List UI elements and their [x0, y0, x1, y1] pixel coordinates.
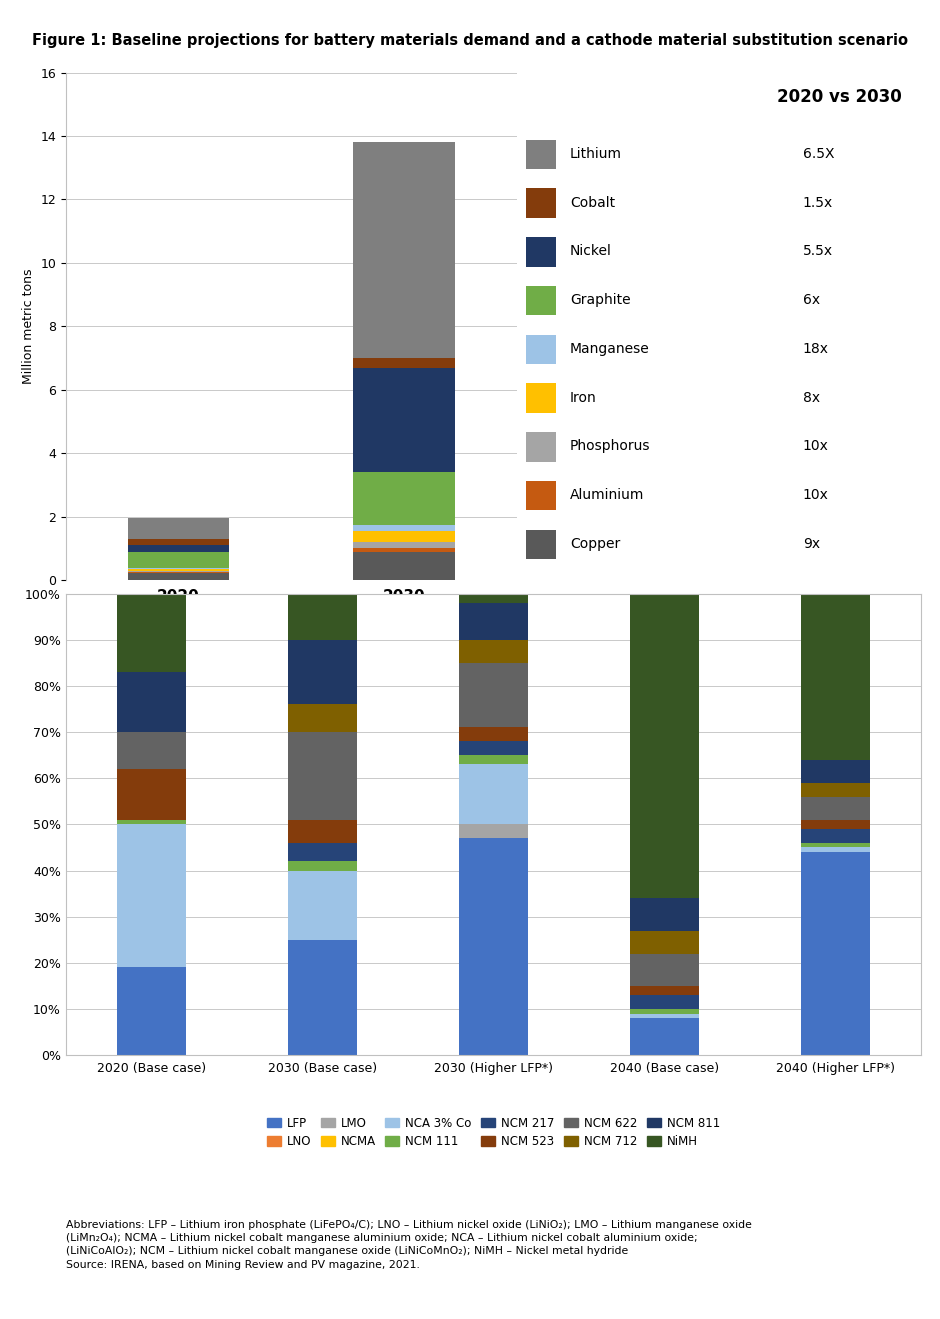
Bar — [460, 594, 527, 603]
Text: 9x: 9x — [803, 537, 820, 551]
Bar — [353, 472, 455, 525]
Text: Aluminium: Aluminium — [570, 488, 644, 503]
Bar — [128, 546, 229, 553]
Bar — [289, 704, 356, 732]
Bar — [802, 760, 870, 782]
Bar — [526, 140, 556, 169]
Bar — [526, 286, 556, 315]
Bar — [526, 189, 556, 218]
Bar — [118, 968, 185, 1055]
Bar — [631, 931, 698, 954]
Bar — [118, 819, 185, 824]
Text: Iron: Iron — [570, 390, 597, 405]
Bar — [802, 848, 870, 852]
Bar — [353, 525, 455, 532]
Bar — [118, 594, 185, 671]
Text: Graphite: Graphite — [570, 293, 631, 307]
Text: Phosphorus: Phosphorus — [570, 439, 650, 454]
Bar — [802, 782, 870, 797]
Bar — [526, 481, 556, 510]
Text: 10x: 10x — [803, 488, 829, 503]
Text: Copper: Copper — [570, 537, 620, 551]
Bar — [289, 861, 356, 871]
Bar — [631, 1018, 698, 1055]
Bar — [631, 594, 698, 898]
Bar — [631, 898, 698, 931]
Bar — [802, 819, 870, 830]
Bar — [118, 824, 185, 968]
Bar — [460, 839, 527, 1055]
Bar — [802, 830, 870, 843]
Text: 10x: 10x — [803, 439, 829, 454]
Bar — [353, 551, 455, 580]
Bar — [631, 987, 698, 995]
Bar — [353, 359, 455, 368]
Bar — [460, 754, 527, 765]
Text: Lithium: Lithium — [570, 146, 622, 161]
Bar — [460, 765, 527, 824]
Text: 6x: 6x — [803, 293, 820, 307]
Bar — [526, 529, 556, 559]
Bar — [802, 852, 870, 1055]
Bar — [460, 741, 527, 754]
Bar — [631, 1013, 698, 1018]
Bar — [631, 954, 698, 987]
Bar — [460, 824, 527, 839]
Bar — [802, 594, 870, 760]
Bar — [353, 542, 455, 547]
Bar — [802, 843, 870, 848]
Bar — [118, 769, 185, 819]
Text: 5.5x: 5.5x — [803, 244, 833, 259]
Bar — [526, 384, 556, 413]
Text: Nickel: Nickel — [570, 244, 612, 259]
Bar — [460, 662, 527, 728]
Bar — [118, 671, 185, 732]
Y-axis label: Million metric tons: Million metric tons — [22, 269, 35, 384]
Text: 1.5x: 1.5x — [803, 195, 833, 210]
Bar — [289, 843, 356, 861]
Bar — [526, 433, 556, 462]
Bar — [353, 368, 455, 472]
Bar — [289, 732, 356, 819]
Bar — [526, 237, 556, 266]
Bar — [289, 640, 356, 704]
Bar — [526, 335, 556, 364]
Bar — [460, 603, 527, 640]
Bar — [118, 732, 185, 769]
Legend: LFP, LNO, LMO, NCMA, NCA 3% Co, NCM 111, NCM 217, NCM 523, NCM 622, NCM 712, NCM: LFP, LNO, LMO, NCMA, NCA 3% Co, NCM 111,… — [267, 1116, 720, 1149]
Bar — [289, 939, 356, 1055]
Bar — [802, 797, 870, 819]
Text: 18x: 18x — [803, 342, 829, 356]
Bar — [353, 532, 455, 542]
Text: 6.5X: 6.5X — [803, 146, 835, 161]
Bar — [128, 570, 229, 571]
Text: 8x: 8x — [803, 390, 820, 405]
Bar — [128, 574, 229, 580]
Bar — [128, 539, 229, 546]
Text: Manganese: Manganese — [570, 342, 650, 356]
Bar — [353, 547, 455, 551]
Bar — [631, 995, 698, 1009]
Text: 2020 vs 2030: 2020 vs 2030 — [776, 88, 901, 106]
Bar — [289, 871, 356, 939]
Text: Abbreviations: LFP – Lithium iron phosphate (LiFePO₄/C); LNO – Lithium nickel ox: Abbreviations: LFP – Lithium iron phosph… — [66, 1220, 752, 1270]
Text: Cobalt: Cobalt — [570, 195, 615, 210]
Bar — [631, 1009, 698, 1013]
Bar — [128, 518, 229, 539]
Bar — [289, 594, 356, 640]
Bar — [460, 640, 527, 662]
Bar — [353, 142, 455, 359]
Bar — [128, 553, 229, 568]
Text: Figure 1: Baseline projections for battery materials demand and a cathode materi: Figure 1: Baseline projections for batte… — [32, 33, 908, 47]
Bar — [289, 819, 356, 843]
Bar — [460, 728, 527, 741]
